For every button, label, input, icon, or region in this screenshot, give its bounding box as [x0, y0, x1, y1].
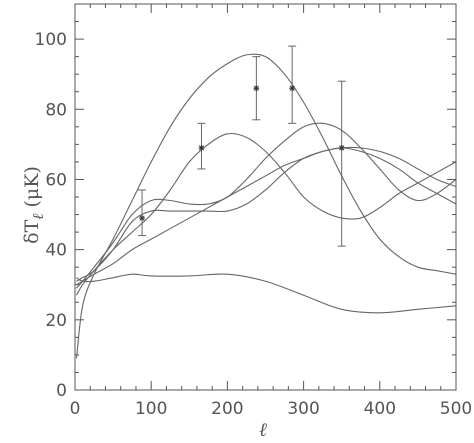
svg-text:δTℓ(μK): δTℓ (μK)	[21, 166, 47, 244]
y-tick-label: 100	[35, 30, 67, 50]
plot-frame	[74, 3, 457, 391]
marker-stroke	[339, 145, 345, 151]
plot-area	[75, 45, 456, 359]
model-curve-4	[76, 147, 456, 282]
model-curve-3	[76, 122, 456, 289]
data-point-5	[337, 80, 346, 247]
y-axis-label-unit: (μK)	[21, 166, 43, 207]
asterisk-marker	[139, 215, 146, 222]
asterisk-marker	[338, 144, 345, 151]
marker-stroke	[139, 215, 145, 221]
model-curve-6	[76, 273, 456, 314]
x-tick-label: 500	[440, 399, 472, 419]
model-curve-5	[76, 146, 456, 286]
marker-stroke	[198, 145, 205, 151]
x-tick-label: 300	[287, 399, 319, 419]
data-point-3	[252, 56, 261, 121]
y-tick-label: 80	[45, 100, 67, 120]
y-axis-label-symbol: δT	[21, 219, 43, 243]
axes	[74, 3, 457, 391]
y-axis-label: δTℓ (μK)	[21, 166, 47, 244]
asterisk-marker	[253, 85, 260, 92]
x-tick-label: 400	[364, 399, 396, 419]
data-point-2	[197, 122, 206, 170]
data-point-4	[288, 45, 297, 124]
y-tick-label: 20	[45, 311, 67, 331]
y-axis-label-subscript: ℓ	[29, 214, 47, 220]
marker-stroke	[253, 85, 259, 91]
model-curve-2	[76, 132, 456, 296]
y-tick-label: 0	[56, 381, 67, 401]
data-point-1	[138, 189, 147, 237]
x-tick-label: 0	[70, 399, 81, 419]
tick-labels: 0 100 200 300 400 500 0 20 40 60 80 100	[35, 30, 473, 419]
x-tick-label: 100	[135, 399, 167, 419]
marker-stroke	[289, 85, 295, 91]
asterisk-marker	[198, 144, 205, 151]
x-axis-label: ℓ	[259, 419, 267, 441]
x-tick-label: 200	[211, 399, 243, 419]
asterisk-marker	[289, 85, 296, 92]
y-tick-label: 40	[45, 241, 67, 261]
y-tick-label: 60	[45, 170, 67, 190]
model-curve-1	[75, 53, 456, 359]
